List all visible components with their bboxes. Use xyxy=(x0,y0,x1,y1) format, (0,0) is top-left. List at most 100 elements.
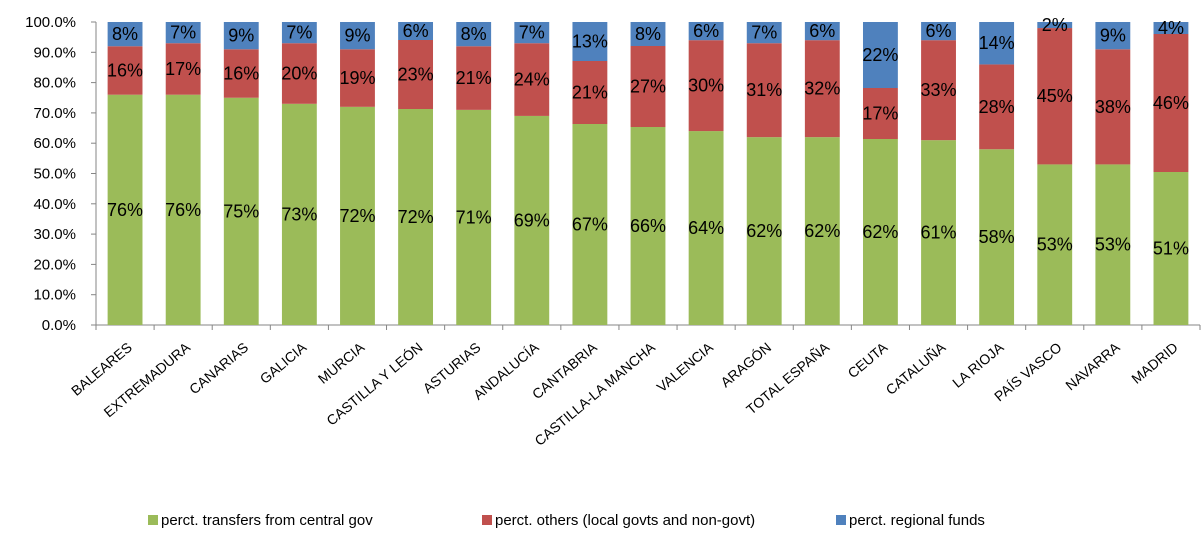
data-label: 76% xyxy=(107,200,143,220)
bar-segment xyxy=(921,22,956,41)
data-label: 7% xyxy=(170,23,196,43)
data-label: 31% xyxy=(746,80,782,100)
category-label: ARAGÓN xyxy=(717,339,774,390)
category-label: CANARIAS xyxy=(186,339,251,397)
data-label: 6% xyxy=(693,21,719,41)
bar-segment xyxy=(688,40,724,132)
category-label: LA RIOJA xyxy=(949,339,1007,391)
data-label: 33% xyxy=(921,80,957,100)
bar-segment xyxy=(862,22,898,88)
bar-segment xyxy=(572,61,608,124)
data-label: 30% xyxy=(688,76,724,96)
bar-segment xyxy=(572,124,608,325)
data-label: 9% xyxy=(228,26,254,46)
bar-segment xyxy=(223,49,259,98)
bar-segment xyxy=(630,46,666,127)
bar-segment xyxy=(281,43,317,104)
data-label: 13% xyxy=(572,32,608,52)
bar-segment xyxy=(398,22,434,40)
data-label: 8% xyxy=(112,24,138,44)
data-label: 75% xyxy=(223,201,259,221)
data-label: 9% xyxy=(1100,26,1126,46)
bar-segment xyxy=(804,40,840,138)
bar-segment xyxy=(281,22,317,44)
data-label: 14% xyxy=(979,33,1015,53)
bar-segment xyxy=(514,43,550,116)
bar-segment xyxy=(1037,164,1073,325)
bar-segment xyxy=(340,106,375,325)
data-label: 69% xyxy=(514,210,550,230)
bar-segment xyxy=(223,22,259,50)
bar-segment xyxy=(107,46,143,95)
bar-segment xyxy=(746,22,782,44)
data-label: 38% xyxy=(1095,97,1131,117)
data-label: 7% xyxy=(286,23,312,43)
bar-segment xyxy=(1153,172,1189,325)
y-tick-label: 0.0% xyxy=(42,317,76,334)
data-label: 20% xyxy=(281,64,317,84)
bar-segment xyxy=(514,22,550,44)
bar-segment xyxy=(746,137,782,325)
data-label: 8% xyxy=(635,24,661,44)
data-label: 7% xyxy=(519,23,545,43)
data-label: 72% xyxy=(398,207,434,227)
bar-segment xyxy=(1095,49,1131,165)
legend-swatch xyxy=(148,515,158,525)
data-label: 9% xyxy=(344,26,370,46)
legend-label: perct. regional funds xyxy=(849,512,985,529)
data-label: 21% xyxy=(572,83,608,103)
legend-swatch xyxy=(482,515,492,525)
bar-segment xyxy=(862,139,898,325)
data-label: 4% xyxy=(1158,18,1184,38)
data-label: 53% xyxy=(1095,235,1131,255)
data-label: 53% xyxy=(1037,235,1073,255)
y-tick-label: 80.0% xyxy=(33,75,76,92)
y-tick-label: 60.0% xyxy=(33,135,76,152)
bar-segment xyxy=(921,140,956,325)
data-label: 21% xyxy=(456,68,492,88)
bar-segment xyxy=(979,149,1015,325)
bar-segment xyxy=(398,40,434,109)
bar-segment xyxy=(979,22,1015,65)
bar-segment xyxy=(456,46,492,110)
bar-segment xyxy=(804,137,840,325)
category-label: CASTILLA Y LEÓN xyxy=(323,339,425,428)
bar-segment xyxy=(630,22,666,46)
bar-segment xyxy=(456,22,492,47)
data-label: 6% xyxy=(403,21,429,41)
bar-segment xyxy=(223,97,259,325)
data-label: 8% xyxy=(461,24,487,44)
bar-segment xyxy=(514,115,550,326)
data-label: 58% xyxy=(979,227,1015,247)
bar-segment xyxy=(165,94,201,325)
y-tick-label: 90.0% xyxy=(33,44,76,61)
bar-segment xyxy=(1153,22,1189,34)
bar-segment xyxy=(398,109,434,325)
data-label: 7% xyxy=(751,23,777,43)
category-label: GALICIA xyxy=(257,339,310,387)
bar-segment xyxy=(281,103,317,325)
y-tick-label: 50.0% xyxy=(33,166,76,183)
data-label: 62% xyxy=(746,221,782,241)
y-tick-label: 10.0% xyxy=(33,287,76,304)
data-label: 67% xyxy=(572,215,608,235)
data-label: 66% xyxy=(630,216,666,236)
category-label: MADRID xyxy=(1128,339,1181,387)
data-label: 71% xyxy=(456,207,492,227)
data-label: 24% xyxy=(514,70,550,90)
data-label: 16% xyxy=(107,60,143,80)
category-label: NAVARRA xyxy=(1062,339,1123,394)
data-label: 46% xyxy=(1153,93,1189,113)
bar-segment xyxy=(165,22,201,44)
y-tick-label: 30.0% xyxy=(33,226,76,243)
data-label: 19% xyxy=(339,68,375,88)
legend-swatch xyxy=(836,515,846,525)
data-label: 6% xyxy=(809,21,835,41)
data-label: 28% xyxy=(979,97,1015,117)
category-label: VALENCIA xyxy=(653,339,716,396)
bar-segment xyxy=(1037,28,1073,165)
data-label: 23% xyxy=(398,65,434,85)
bar-segment xyxy=(340,49,375,107)
data-label: 27% xyxy=(630,77,666,97)
